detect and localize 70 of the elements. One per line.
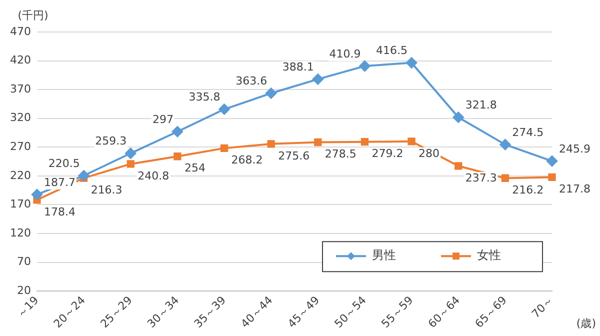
data-label: 278.5	[324, 148, 356, 161]
point	[31, 189, 42, 200]
x-tick-label: 60～64	[426, 294, 463, 330]
y-tick-label: 120	[10, 226, 31, 240]
point	[126, 160, 134, 168]
x-tick-label: 25～29	[98, 294, 135, 330]
y-tick-label: 420	[10, 54, 31, 67]
point	[360, 138, 369, 146]
data-label: 254	[184, 162, 206, 175]
data-label: 280	[418, 146, 440, 160]
data-label: 275.6	[278, 149, 310, 162]
data-label: 363.6	[236, 74, 268, 88]
data-label: 321.8	[465, 98, 497, 112]
data-label: 216.2	[512, 183, 544, 196]
data-label: 240.8	[138, 169, 170, 182]
point	[78, 170, 90, 182]
point	[174, 152, 182, 160]
point	[500, 139, 511, 150]
point	[218, 104, 230, 115]
data-label: 217.8	[559, 182, 590, 196]
x-tick-label: 30～34	[144, 294, 182, 330]
point	[452, 112, 464, 123]
point	[546, 156, 558, 167]
x-tick-label: 45～49	[285, 294, 322, 330]
data-label: 216.3	[90, 183, 122, 196]
y-tick-label: 320	[10, 111, 31, 124]
data-label: 178.4	[44, 205, 76, 218]
data-label: 220.5	[48, 157, 80, 170]
x-tick-label: 50～54	[332, 294, 369, 330]
legend-label: 女性	[477, 248, 501, 262]
point	[220, 144, 228, 152]
y-tick-label: 220	[10, 168, 31, 182]
point	[267, 140, 275, 148]
data-label: 335.8	[188, 90, 220, 104]
legend-label: 男性	[372, 248, 396, 262]
x-tick-label: 35～39	[192, 294, 228, 330]
data-label: 274.5	[512, 126, 544, 139]
data-label: 268.2	[231, 154, 263, 167]
y-axis-title: (千円)	[18, 8, 48, 22]
y-tick-label: 70	[16, 255, 31, 268]
point	[408, 138, 416, 146]
x-tick-label: 70～	[529, 294, 556, 321]
data-label: 388.1	[282, 60, 314, 74]
data-label: 259.3	[95, 134, 127, 148]
x-axis-title: (歳)	[576, 316, 596, 330]
point	[312, 74, 324, 85]
data-label: 187.7	[44, 176, 76, 189]
point	[454, 162, 462, 170]
point	[501, 174, 510, 182]
data-label: 416.5	[376, 44, 408, 58]
y-tick-label: 470	[10, 24, 31, 38]
y-tick-label: 170	[10, 198, 31, 211]
point	[548, 173, 556, 182]
point	[406, 57, 418, 68]
data-label: 297	[152, 112, 174, 126]
data-label: 237.3	[465, 171, 497, 184]
data-label: 279.2	[372, 147, 404, 160]
x-tick-label: 20～24	[51, 294, 88, 330]
point	[314, 138, 322, 146]
point	[172, 126, 183, 138]
x-tick-label: 40～44	[238, 294, 276, 330]
point	[359, 60, 370, 72]
x-tick-label: 55～59	[378, 294, 416, 330]
data-label: 245.9	[559, 142, 590, 156]
point	[125, 148, 136, 159]
point	[266, 88, 277, 99]
y-tick-label: 270	[10, 140, 31, 154]
y-tick-label: 370	[10, 82, 31, 96]
x-tick-label: 65～69	[472, 294, 510, 330]
data-label: 410.9	[329, 47, 361, 60]
